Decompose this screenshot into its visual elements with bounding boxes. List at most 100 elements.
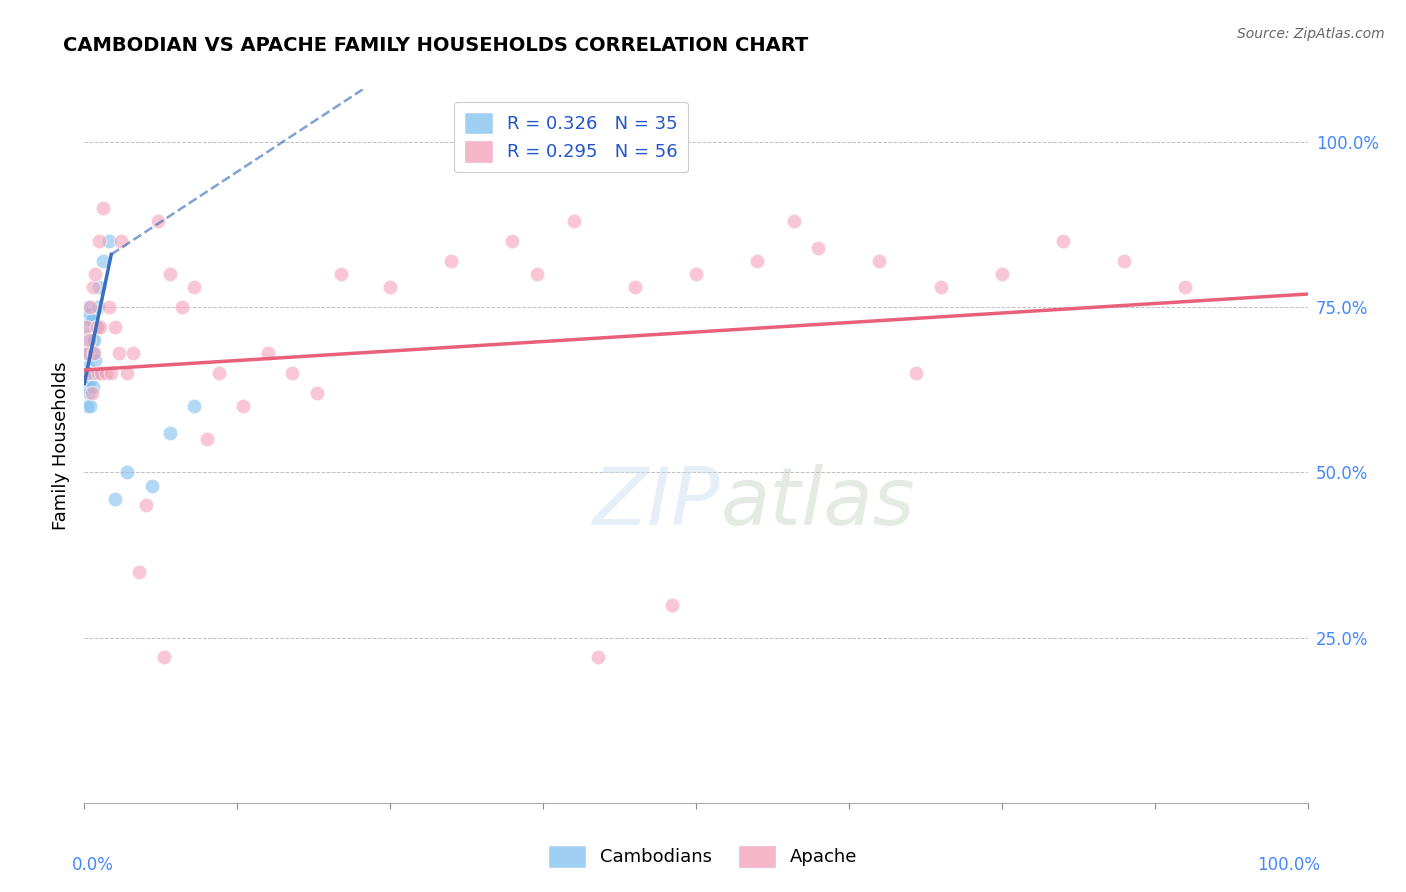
Point <box>79 300 101 314</box>
Point <box>929 280 952 294</box>
Text: Source: ZipAtlas.com: Source: ZipAtlas.com <box>1237 27 1385 41</box>
Point <box>1174 280 1197 294</box>
Point <box>100 367 122 381</box>
Point <box>115 367 138 381</box>
Point <box>110 234 132 248</box>
Text: ZIP: ZIP <box>593 464 720 542</box>
Point <box>141 478 163 492</box>
Point <box>869 254 891 268</box>
Point <box>104 491 127 506</box>
Point <box>87 234 110 248</box>
Point <box>305 386 328 401</box>
Point <box>128 565 150 579</box>
Point <box>80 313 103 327</box>
Point <box>76 367 98 381</box>
Point <box>747 254 769 268</box>
Point <box>1052 234 1074 248</box>
Point <box>107 346 129 360</box>
Point <box>146 214 169 228</box>
Point <box>82 280 104 294</box>
Point <box>172 300 194 314</box>
Point <box>83 333 105 347</box>
Point <box>281 367 304 381</box>
Point <box>76 320 98 334</box>
Point <box>83 367 105 381</box>
Point <box>90 367 112 381</box>
Point <box>91 201 114 215</box>
Point <box>586 650 609 665</box>
Point <box>195 433 218 447</box>
Point <box>232 400 254 414</box>
Point <box>79 307 101 321</box>
Point <box>82 346 104 360</box>
Point <box>905 367 928 381</box>
Point <box>104 320 127 334</box>
Point <box>76 400 98 414</box>
Text: atlas: atlas <box>720 464 915 542</box>
Point <box>624 280 647 294</box>
Point <box>82 379 104 393</box>
Point <box>159 425 181 440</box>
Point <box>79 373 101 387</box>
Point <box>526 267 548 281</box>
Point <box>96 367 118 381</box>
Point <box>153 650 176 665</box>
Point <box>77 386 100 401</box>
Point <box>86 320 108 334</box>
Point <box>77 359 100 374</box>
Point <box>79 346 101 360</box>
Point <box>75 373 97 387</box>
Point <box>84 267 107 281</box>
Point <box>122 346 145 360</box>
Point <box>76 346 98 360</box>
Point <box>1114 254 1136 268</box>
Point <box>77 346 100 360</box>
Point <box>89 320 111 334</box>
Point <box>807 241 830 255</box>
Point <box>685 267 707 281</box>
Point <box>77 367 100 381</box>
Point <box>77 313 100 327</box>
Y-axis label: Family Households: Family Households <box>52 362 70 530</box>
Point <box>79 400 101 414</box>
Point <box>87 280 110 294</box>
Point <box>87 367 110 381</box>
Point <box>87 300 110 314</box>
Point <box>84 353 107 368</box>
Point <box>77 333 100 347</box>
Point <box>80 333 103 347</box>
Point <box>80 367 103 381</box>
Legend: Cambodians, Apache: Cambodians, Apache <box>541 838 865 874</box>
Point <box>77 300 100 314</box>
Point <box>208 367 231 381</box>
Point <box>159 267 181 281</box>
Point <box>991 267 1014 281</box>
Point <box>83 346 105 360</box>
Point <box>97 300 120 314</box>
Point <box>91 254 114 268</box>
Point <box>783 214 806 228</box>
Point <box>77 367 100 381</box>
Point <box>77 333 100 347</box>
Text: 0.0%: 0.0% <box>72 856 114 874</box>
Point <box>75 346 97 360</box>
Point <box>115 466 138 480</box>
Point <box>135 499 157 513</box>
Text: 100.0%: 100.0% <box>1257 856 1320 874</box>
Point <box>97 234 120 248</box>
Point <box>183 280 205 294</box>
Point <box>75 320 97 334</box>
Point <box>661 598 683 612</box>
Point <box>183 400 205 414</box>
Point <box>80 386 103 401</box>
Point <box>380 280 402 294</box>
Point <box>440 254 463 268</box>
Point <box>330 267 353 281</box>
Legend: R = 0.326   N = 35, R = 0.295   N = 56: R = 0.326 N = 35, R = 0.295 N = 56 <box>454 102 688 172</box>
Point <box>257 346 280 360</box>
Point <box>502 234 524 248</box>
Point <box>86 320 108 334</box>
Text: CAMBODIAN VS APACHE FAMILY HOUSEHOLDS CORRELATION CHART: CAMBODIAN VS APACHE FAMILY HOUSEHOLDS CO… <box>63 36 808 54</box>
Point <box>562 214 585 228</box>
Point <box>77 379 100 393</box>
